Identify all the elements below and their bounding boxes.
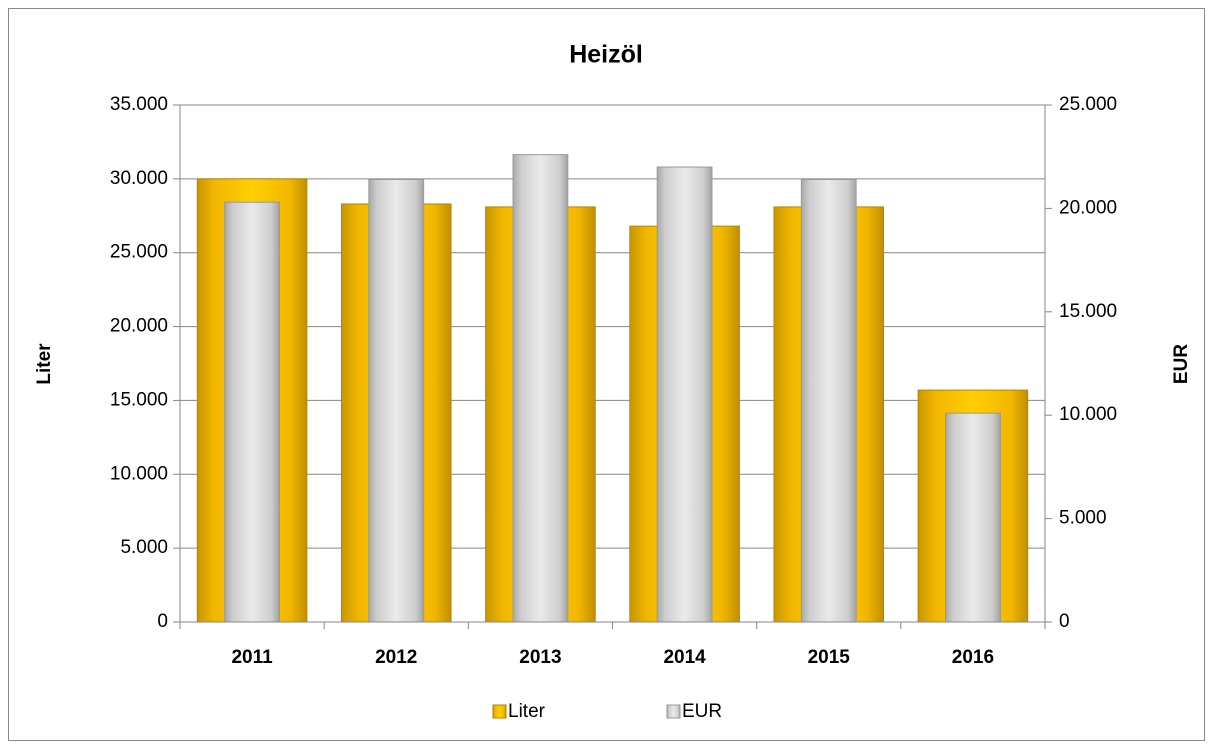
x-tick-label: 2013	[519, 647, 561, 668]
y-tick-label: 5.000	[120, 537, 168, 558]
chart-title: Heizöl	[569, 41, 643, 69]
bar	[945, 412, 1001, 623]
bar	[368, 178, 425, 623]
y2-tick-label: 20.000	[1059, 197, 1117, 218]
x-tick-label: 2014	[663, 647, 706, 668]
y2-axis-label: EUR	[1171, 344, 1192, 384]
legend-label: EUR	[682, 701, 722, 722]
x-tick-label: 2015	[808, 647, 851, 668]
y-tick-label: 0	[157, 611, 168, 632]
y-tick-label: 20.000	[110, 316, 168, 337]
y-tick-label: 10.000	[110, 463, 168, 484]
legend-label: Liter	[508, 701, 546, 722]
legend-swatch	[492, 704, 507, 719]
bar	[512, 154, 569, 623]
x-tick-label: 2012	[375, 647, 417, 668]
x-tick-label: 2016	[952, 647, 994, 668]
x-tick-label: 2011	[231, 647, 273, 668]
y-axis-label: Liter	[34, 343, 55, 385]
y2-tick-label: 25.000	[1059, 94, 1117, 115]
y-tick-label: 35.000	[110, 94, 168, 115]
legend-swatch	[666, 704, 681, 719]
chart-border	[8, 8, 1205, 741]
y-tick-label: 30.000	[110, 168, 168, 189]
bar	[800, 178, 857, 623]
y2-tick-label: 5.000	[1059, 508, 1107, 529]
y-tick-label: 15.000	[110, 389, 168, 410]
bar	[224, 201, 280, 623]
y2-tick-label: 10.000	[1059, 404, 1117, 425]
bar	[656, 166, 713, 623]
y2-tick-label: 0	[1059, 611, 1070, 632]
y-tick-label: 25.000	[110, 242, 168, 263]
y2-tick-label: 15.000	[1059, 301, 1117, 322]
